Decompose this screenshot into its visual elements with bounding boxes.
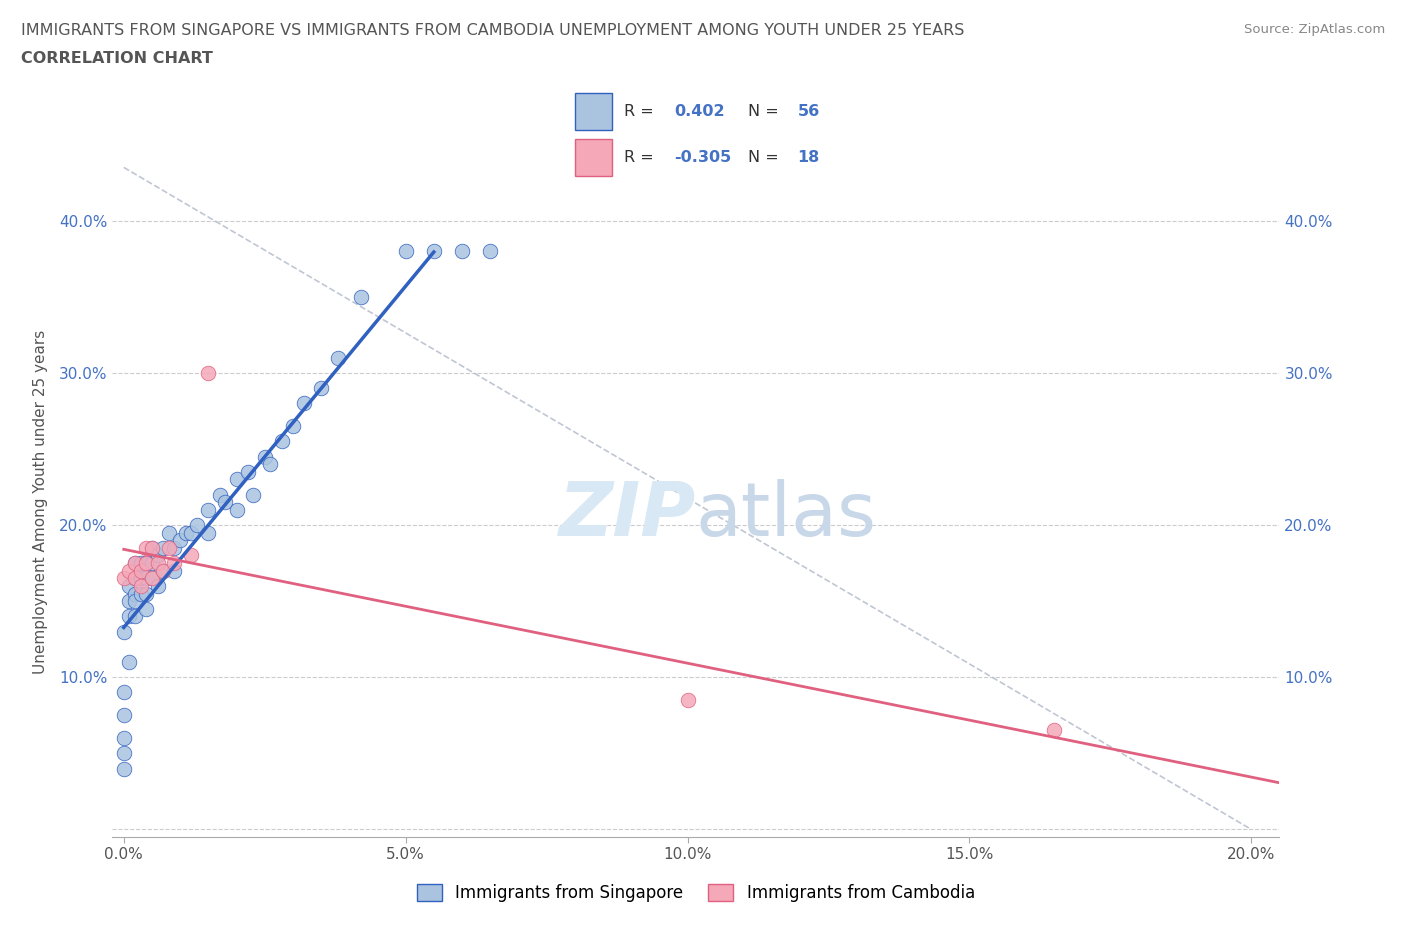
Point (141, 571, 163, 586)
Point (259, 457, 281, 472)
Point (395, 244, 418, 259)
Text: 0.402: 0.402 (673, 104, 724, 119)
Point (129, 564, 152, 578)
Point (124, 609, 146, 624)
Text: R =: R = (624, 150, 654, 165)
Point (186, 518, 208, 533)
Point (124, 571, 146, 586)
Point (141, 540, 163, 555)
Point (225, 502, 247, 517)
Point (112, 731, 135, 746)
Point (676, 693, 699, 708)
Point (180, 525, 202, 540)
Point (197, 502, 219, 517)
Point (135, 571, 157, 586)
Point (118, 578, 141, 593)
Point (157, 525, 180, 540)
Text: Source: ZipAtlas.com: Source: ZipAtlas.com (1244, 23, 1385, 36)
Text: 18: 18 (797, 150, 820, 165)
Point (124, 555, 146, 570)
Legend: Immigrants from Singapore, Immigrants from Cambodia: Immigrants from Singapore, Immigrants fr… (411, 878, 981, 909)
Point (124, 571, 146, 586)
Point (124, 593, 146, 608)
Point (253, 449, 276, 464)
Point (112, 708, 135, 723)
Point (112, 746, 135, 761)
Point (270, 434, 292, 449)
Point (141, 571, 163, 586)
Text: N =: N = (748, 150, 779, 165)
Point (152, 540, 174, 555)
Point (112, 571, 135, 586)
Point (197, 525, 219, 540)
FancyBboxPatch shape (575, 139, 612, 176)
Text: CORRELATION CHART: CORRELATION CHART (21, 51, 212, 66)
Point (174, 525, 197, 540)
Point (141, 555, 163, 570)
Point (163, 540, 186, 555)
Text: IMMIGRANTS FROM SINGAPORE VS IMMIGRANTS FROM CAMBODIA UNEMPLOYMENT AMONG YOUTH U: IMMIGRANTS FROM SINGAPORE VS IMMIGRANTS … (21, 23, 965, 38)
Point (129, 578, 152, 593)
Point (118, 593, 141, 608)
Point (135, 555, 157, 570)
Point (118, 609, 141, 624)
Point (129, 571, 152, 586)
Point (197, 365, 219, 380)
Point (152, 564, 174, 578)
Point (225, 472, 247, 486)
Point (124, 555, 146, 570)
Point (180, 548, 202, 563)
Text: -0.305: -0.305 (673, 150, 731, 165)
Point (146, 555, 169, 570)
Point (163, 564, 186, 578)
Point (349, 289, 371, 304)
Text: R =: R = (624, 104, 654, 119)
Point (236, 464, 259, 479)
FancyBboxPatch shape (575, 93, 612, 130)
Point (129, 555, 152, 570)
Point (292, 396, 315, 411)
Point (163, 555, 186, 570)
Point (208, 487, 231, 502)
Point (135, 586, 157, 601)
Point (146, 578, 169, 593)
Point (479, 244, 502, 259)
Point (451, 244, 474, 259)
Point (242, 487, 264, 502)
Point (112, 761, 135, 776)
Point (118, 564, 141, 578)
Point (1043, 723, 1066, 737)
Point (146, 548, 169, 563)
Point (135, 540, 157, 555)
Point (214, 495, 236, 510)
Point (326, 351, 349, 365)
Y-axis label: Unemployment Among Youth under 25 years: Unemployment Among Youth under 25 years (32, 330, 48, 674)
Point (118, 655, 141, 670)
Point (135, 602, 157, 617)
Point (281, 418, 304, 433)
Point (309, 380, 332, 395)
Text: atlas: atlas (696, 479, 877, 552)
Point (112, 624, 135, 639)
Text: ZIP: ZIP (558, 479, 696, 552)
Point (152, 564, 174, 578)
Text: N =: N = (748, 104, 779, 119)
Point (169, 533, 191, 548)
Point (129, 586, 152, 601)
Point (157, 540, 180, 555)
Point (124, 586, 146, 601)
Text: 56: 56 (797, 104, 820, 119)
Point (141, 540, 163, 555)
Point (423, 244, 446, 259)
Point (135, 555, 157, 570)
Point (112, 685, 135, 700)
